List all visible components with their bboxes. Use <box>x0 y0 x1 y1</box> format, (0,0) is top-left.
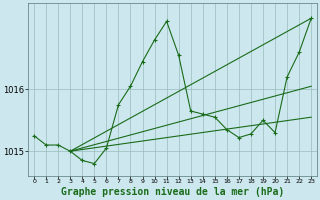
X-axis label: Graphe pression niveau de la mer (hPa): Graphe pression niveau de la mer (hPa) <box>61 187 284 197</box>
